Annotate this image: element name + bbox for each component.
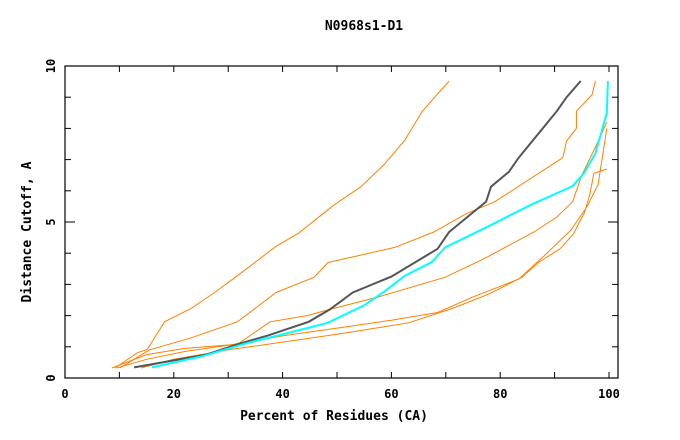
- x-tick-label: 100: [598, 387, 620, 401]
- plot-frame: [64, 65, 619, 379]
- x-tick-label: 40: [275, 387, 289, 401]
- y-tick-label: 0: [44, 374, 58, 381]
- series-line-model-a: [114, 80, 450, 369]
- series-line-highlight: [151, 80, 609, 369]
- y-axis-label: Distance Cutoff, A: [20, 161, 35, 302]
- y-tick-label: 10: [44, 59, 58, 73]
- x-tick-label: 0: [61, 387, 68, 401]
- x-axis-label: Percent of Residues (CA): [240, 409, 428, 424]
- y-tick-label: 5: [44, 218, 58, 225]
- series-line-model-b: [119, 80, 596, 369]
- x-tick-label: 80: [493, 387, 507, 401]
- series-line-model-d: [116, 128, 608, 369]
- series-line-model-e: [141, 168, 607, 369]
- series-line-model-c: [111, 121, 608, 369]
- series-line-reference: [133, 80, 582, 369]
- x-tick-label: 20: [167, 387, 181, 401]
- chart-title: N0968s1-D1: [325, 19, 403, 34]
- x-tick-label: 60: [384, 387, 398, 401]
